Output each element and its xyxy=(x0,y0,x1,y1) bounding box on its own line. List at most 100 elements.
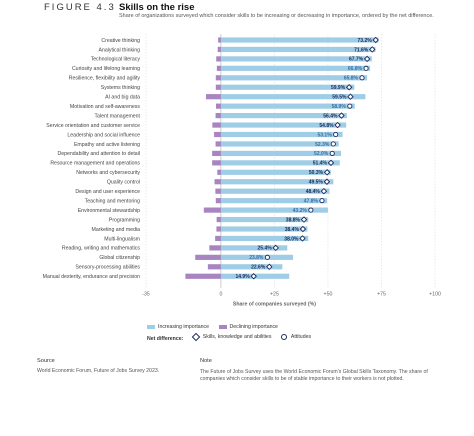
net-diamond-marker xyxy=(347,93,354,100)
net-value-label: 59.5% xyxy=(332,95,347,101)
increasing-bar xyxy=(220,264,283,270)
increasing-bar xyxy=(220,56,372,62)
net-value-label: 54.8% xyxy=(319,123,334,129)
net-diamond-marker xyxy=(250,273,257,280)
increasing-bar xyxy=(220,216,309,223)
declining-swatch xyxy=(218,325,227,329)
skill-label: Programming xyxy=(109,217,140,223)
net-value-label: 58.9% xyxy=(332,104,347,110)
declining-bar xyxy=(195,254,221,260)
net-diamond-marker xyxy=(363,55,371,63)
declining-bar xyxy=(215,141,221,147)
net-circle-marker xyxy=(329,150,335,156)
declining-bar xyxy=(218,37,221,43)
net-value-label: 56.4% xyxy=(323,113,338,119)
net-diamond-marker xyxy=(369,46,376,53)
net-diamond-marker xyxy=(299,225,307,233)
net-value-label: 51.4% xyxy=(313,161,328,167)
skill-label: Design and user experience xyxy=(75,189,140,195)
declining-bar xyxy=(216,103,221,109)
skill-label: Reading, writing and mathematics xyxy=(62,246,141,252)
legend-declining-label: Declining importance xyxy=(229,324,278,330)
increasing-bar xyxy=(220,122,347,128)
net-diamond-marker xyxy=(320,187,328,195)
circle-marker-icon xyxy=(280,334,287,340)
net-diamond-marker xyxy=(327,159,335,167)
declining-bar xyxy=(212,122,221,128)
increasing-bar xyxy=(220,254,294,260)
declining-bar xyxy=(185,273,221,279)
declining-bar xyxy=(203,207,221,213)
skills-bar-chart: -35 0 +25 +50 +75 +100 Creative thinking 73.2% A… xyxy=(43,34,441,308)
declining-bar xyxy=(215,75,221,81)
declining-bar xyxy=(212,150,221,156)
net-diamond-marker xyxy=(266,263,273,271)
skill-label: Motivation and self-awareness xyxy=(70,104,140,110)
increasing-bar xyxy=(220,226,308,232)
legend-increasing: Increasing importance xyxy=(147,324,209,330)
net-value-label: 48.4% xyxy=(306,189,321,195)
note-block: Note The Future of Jobs Survey uses the … xyxy=(200,358,430,383)
skill-label: Marketing and media xyxy=(92,227,141,233)
declining-bar xyxy=(216,226,221,232)
increasing-bar xyxy=(220,141,339,147)
declining-bar xyxy=(216,65,221,71)
declining-bar xyxy=(217,169,221,175)
net-diamond-marker xyxy=(338,112,345,119)
net-value-label: 49.5% xyxy=(309,180,324,186)
increasing-bar xyxy=(220,103,355,109)
net-diamond-marker xyxy=(345,84,353,91)
declining-bar xyxy=(217,46,221,53)
skill-label: Technological literacy xyxy=(91,57,141,63)
net-diamond-marker xyxy=(299,235,306,242)
skill-label: Curiosity and lifelong learning xyxy=(72,66,140,72)
increasing-bar xyxy=(220,198,328,204)
net-circle-marker xyxy=(347,103,353,109)
skill-label: Networks and cybersecurity xyxy=(76,170,140,176)
increasing-bar xyxy=(220,131,343,138)
declining-bar xyxy=(215,198,221,204)
net-value-label: 25.4% xyxy=(258,246,273,252)
net-circle-marker xyxy=(330,141,336,147)
legend-increasing-label: Increasing importance xyxy=(158,324,210,330)
increasing-bar xyxy=(220,113,347,119)
skill-label: Teaching and mentoring xyxy=(85,198,140,204)
skill-label: Resilience, flexibility and agility xyxy=(69,76,141,82)
net-value-label: 73.2% xyxy=(358,38,373,44)
increasing-swatch xyxy=(147,325,155,329)
net-value-label: 59.9% xyxy=(331,85,346,91)
figure-title: Skills on the rise xyxy=(119,2,195,13)
legend-row-markers: Net difference: Skills, knowledge and ab… xyxy=(147,332,319,342)
increasing-bar xyxy=(220,188,330,194)
declining-bar xyxy=(207,264,221,270)
net-value-label: 65.8% xyxy=(344,76,359,82)
skill-label: Sensory-processing abilities xyxy=(75,265,140,271)
declining-bar xyxy=(215,84,221,90)
net-value-label: 23.8% xyxy=(249,255,264,261)
legend-row-series: Increasing importance Declining importan… xyxy=(147,324,286,331)
declining-bar xyxy=(214,179,221,185)
declining-bar xyxy=(216,216,221,223)
declining-bar xyxy=(205,94,221,100)
net-circle-marker xyxy=(319,198,325,204)
net-circle-marker xyxy=(359,75,365,81)
legend-skills: Skills, knowledge and abilities xyxy=(191,332,271,342)
x-tick-label: +50 xyxy=(324,292,333,298)
net-value-label: 50.3% xyxy=(309,170,324,176)
net-value-label: 38.0% xyxy=(284,236,299,242)
net-value-label: 38.4% xyxy=(285,227,300,233)
net-value-label: 47.8% xyxy=(304,198,319,204)
figure-subtitle: Share of organizations surveyed which co… xyxy=(119,13,434,19)
net-diamond-marker xyxy=(334,121,341,129)
legend-attitudes-label: Attitudes xyxy=(290,334,312,340)
x-tick-label: +75 xyxy=(377,292,386,298)
skill-label: Environmental stewardship xyxy=(78,208,140,214)
x-tick-label: +25 xyxy=(270,292,279,298)
legend-attitudes: Attitudes xyxy=(280,334,312,340)
figure-label: FIGURE 4.3 xyxy=(44,2,116,13)
skill-label: Empathy and active listening xyxy=(74,142,140,148)
skill-label: Manual dexterity, endurance and precisio… xyxy=(43,274,140,280)
increasing-bar xyxy=(220,160,340,166)
net-value-label: 66.8% xyxy=(348,66,363,72)
increasing-bar xyxy=(220,169,331,175)
